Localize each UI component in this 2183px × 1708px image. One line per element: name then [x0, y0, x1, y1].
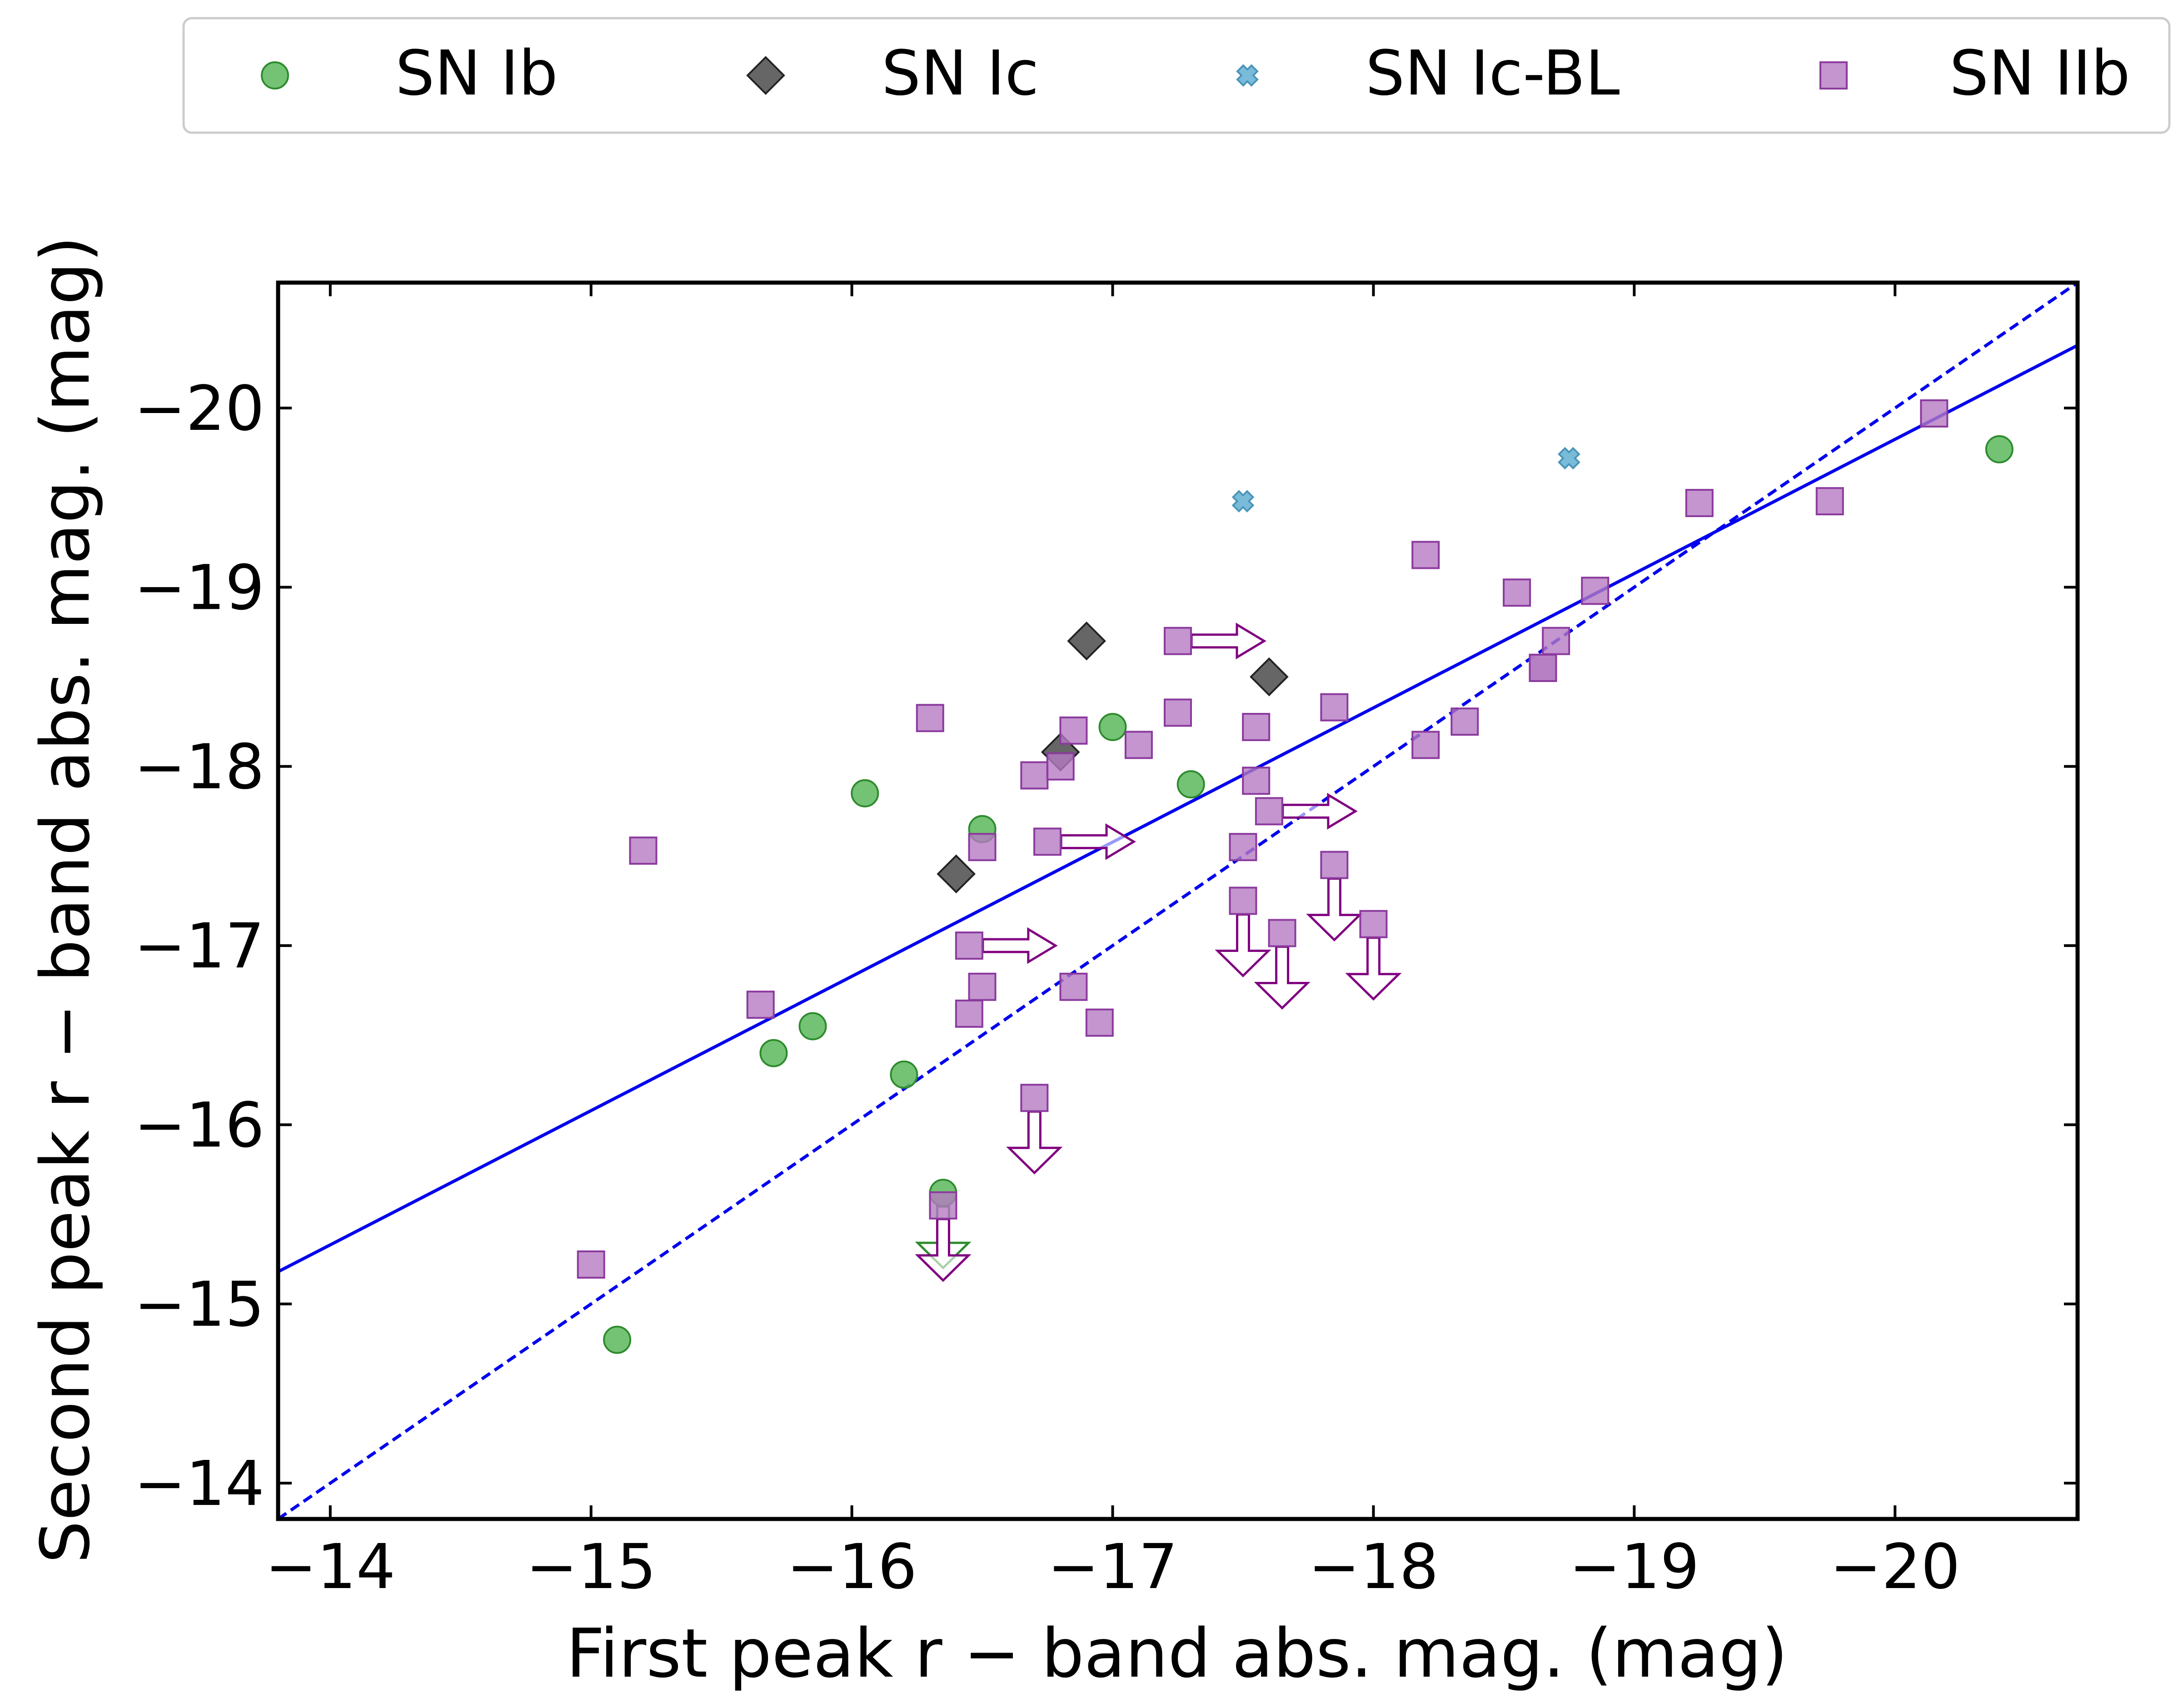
y-axis-label: Second peak r − band abs. mag. (mag) [26, 236, 105, 1564]
data-point [1411, 731, 1440, 759]
data-point [1059, 716, 1088, 745]
y-tick-label: −18 [134, 732, 264, 803]
data-point [759, 1039, 788, 1067]
data-point [955, 931, 983, 960]
data-point [1529, 653, 1557, 682]
data-point [1229, 886, 1257, 915]
data-point [1164, 698, 1192, 727]
lower-limit-arrow [1281, 792, 1358, 830]
y-tick-label: −17 [134, 911, 264, 982]
y-tick-label: −15 [134, 1269, 264, 1341]
y-tick-label: −16 [134, 1090, 264, 1161]
data-point [1176, 770, 1205, 799]
data-point [890, 1061, 918, 1089]
data-point [1098, 712, 1127, 741]
y-tick-labels: −14 −15 −16 −17 −18 −19 −20 [134, 373, 264, 1520]
upper-limit-arrow [915, 1218, 972, 1282]
data-point [1255, 797, 1283, 826]
data-point [577, 1250, 605, 1279]
upper-limit-arrow [1306, 877, 1363, 942]
x-tick-label: −17 [1047, 1531, 1178, 1603]
data-point [1164, 627, 1192, 655]
data-point [1815, 487, 1844, 516]
lower-limit-arrow [1190, 622, 1266, 660]
legend-marker [746, 56, 785, 95]
plot-frame [276, 280, 2080, 1521]
x-axis-label: First peak r − band abs. mag. (mag) [566, 1614, 1788, 1693]
legend-marker [1236, 64, 1259, 87]
y-tick-label: −14 [134, 1448, 264, 1520]
data-point [1067, 621, 1106, 661]
plot-area [278, 283, 2078, 1519]
data-point [1242, 712, 1271, 741]
data-point [1558, 447, 1580, 470]
data-point [1320, 693, 1349, 722]
data-point [1020, 761, 1049, 790]
legend-marker [1819, 61, 1848, 90]
data-point [1242, 767, 1271, 795]
data-point [1542, 627, 1570, 655]
data-point [629, 837, 658, 865]
data-point [1085, 1008, 1114, 1037]
one-to-one-line [278, 283, 2078, 1519]
data-point [1450, 707, 1479, 736]
data-point [1985, 435, 2014, 463]
data-point [1229, 833, 1257, 861]
data-point [1503, 578, 1531, 607]
data-point [603, 1325, 632, 1354]
data-point [955, 999, 983, 1028]
y-tick-label: −19 [134, 552, 264, 624]
legend-label-icbl: SN Ic-BL [1366, 38, 1620, 110]
data-point [1320, 851, 1349, 879]
data-point [1020, 1084, 1049, 1112]
data-point [929, 1191, 957, 1220]
x-tick-label: −16 [787, 1531, 917, 1603]
data-point [1685, 489, 1714, 518]
upper-limit-arrow [1345, 936, 1402, 1001]
data-point [1920, 399, 1949, 428]
x-tick-label: −19 [1569, 1531, 1700, 1603]
legend: SN Ib SN Ic SN Ic-BL SN IIb [182, 17, 2171, 134]
y-tick-label: −20 [134, 373, 264, 445]
x-tick-label: −18 [1308, 1531, 1439, 1603]
data-point [968, 833, 997, 861]
upper-limit-arrow [1215, 913, 1271, 978]
data-point [1231, 490, 1255, 513]
upper-limit-arrow [1254, 945, 1311, 1010]
x-tick-label: −14 [265, 1531, 395, 1603]
upper-limit-arrow [1006, 1110, 1063, 1175]
legend-frame [182, 17, 2171, 134]
fit-line [278, 344, 2078, 1273]
lower-limit-arrow [982, 927, 1058, 964]
x-tick-label: −20 [1830, 1531, 1960, 1603]
legend-label-ib: SN Ib [395, 38, 558, 110]
data-point [1268, 919, 1296, 947]
data-point [1411, 541, 1440, 569]
data-point [1033, 827, 1062, 856]
data-point [1250, 657, 1289, 697]
legend-marker [261, 61, 289, 90]
data-point [968, 972, 997, 1001]
x-tick-label: −15 [526, 1531, 656, 1603]
data-point [1581, 577, 1610, 605]
data-point [746, 991, 775, 1019]
lower-limit-arrow [1060, 823, 1136, 860]
legend-label-iib: SN IIb [1949, 38, 2130, 110]
x-tick-labels: −14 −15 −16 −17 −18 −19 −20 [265, 1531, 1960, 1603]
data-point [851, 779, 879, 807]
data-point [1059, 972, 1088, 1001]
legend-label-ic: SN Ic [882, 38, 1039, 110]
data-point [937, 854, 976, 894]
data-point [916, 704, 944, 732]
data-point [798, 1012, 827, 1041]
data-point [1046, 752, 1075, 781]
data-point [1124, 731, 1153, 759]
data-point [1359, 910, 1388, 938]
